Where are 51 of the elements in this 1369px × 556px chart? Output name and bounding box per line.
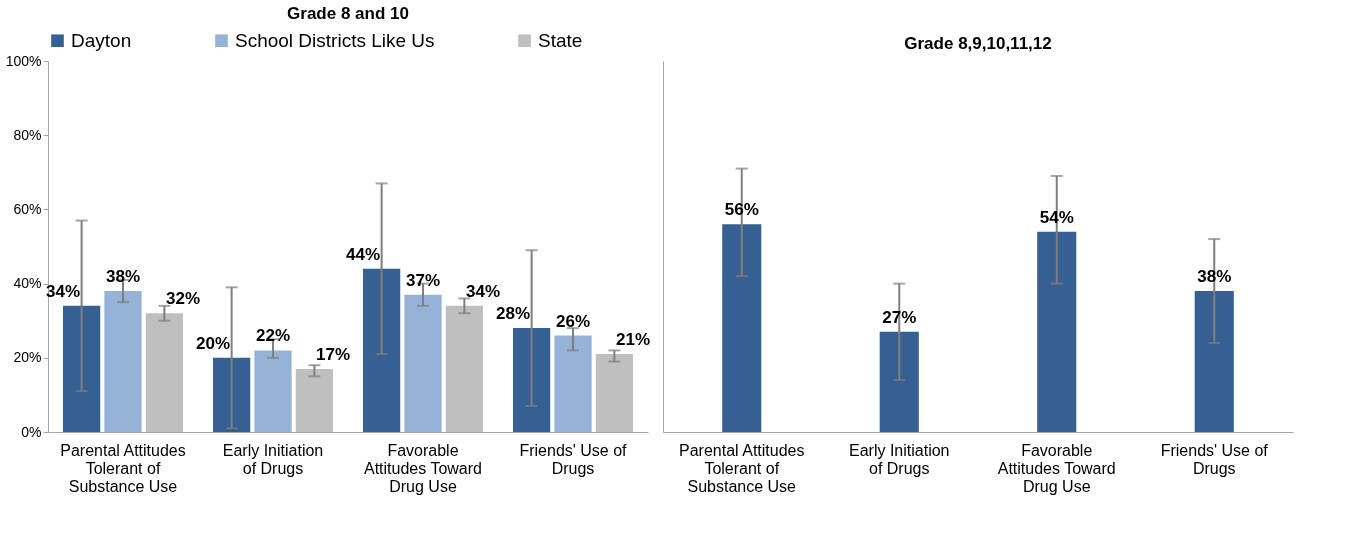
data-label: 27% <box>882 307 917 327</box>
bar <box>145 313 183 432</box>
data-label: 28% <box>495 304 531 324</box>
x-tick-label: Parental Attitudes Tolerant of Substance Use <box>679 441 805 495</box>
y-tick-label: 60% <box>13 200 42 217</box>
bar <box>1194 291 1234 432</box>
x-tick-label: Favorable Attitudes Toward Drug Use <box>997 441 1116 495</box>
data-label: 44% <box>345 244 381 264</box>
legend-label: State <box>538 29 583 51</box>
bar <box>363 268 401 432</box>
x-tick-label: Friends' Use of Drugs <box>519 441 628 477</box>
data-label: 22% <box>255 326 291 346</box>
x-tick-label: Early Initiation of Drugs <box>222 441 324 477</box>
x-tick-label: Favorable Attitudes Toward Drug Use <box>364 441 482 495</box>
bar <box>1037 231 1077 432</box>
x-tick-label: Parental Attitudes Tolerant of Substance Use <box>60 441 186 495</box>
x-tick-label: Friends' Use of Drugs <box>1160 441 1269 477</box>
x-tick-label: Early Initiation of Drugs <box>849 441 950 477</box>
chart-title: Grade 8 and 10 <box>287 4 409 23</box>
y-tick-label: 100% <box>5 52 42 69</box>
y-tick-label: 0% <box>21 423 42 440</box>
data-label: 34% <box>465 281 501 301</box>
data-label: 38% <box>1197 267 1232 287</box>
legend-label: School Districts Like Us <box>235 29 435 51</box>
bar <box>295 368 333 432</box>
bar <box>404 294 442 432</box>
data-label: 26% <box>555 311 591 331</box>
bar <box>879 331 919 432</box>
data-label: 37% <box>405 270 441 290</box>
y-tick-label: 40% <box>13 275 42 292</box>
chart-title: Grade 8,9,10,11,12 <box>904 34 1052 53</box>
bar <box>104 291 142 432</box>
data-label: 38% <box>105 267 141 287</box>
y-tick-label: 20% <box>13 349 42 366</box>
y-tick-label: 80% <box>13 126 42 143</box>
bar <box>63 305 101 432</box>
data-label: 56% <box>724 200 759 220</box>
bar <box>445 305 483 432</box>
data-label: 54% <box>1039 207 1074 227</box>
legend-label: Dayton <box>71 29 132 51</box>
bar <box>254 350 292 432</box>
data-label: 32% <box>165 289 201 309</box>
bar <box>595 354 633 432</box>
bar <box>513 328 551 432</box>
data-label: 17% <box>315 344 351 364</box>
bar <box>213 357 251 432</box>
bar <box>554 335 592 432</box>
bar <box>722 224 762 432</box>
data-label: 34% <box>45 281 81 301</box>
data-label: 21% <box>615 330 651 350</box>
data-label: 20% <box>195 333 231 353</box>
